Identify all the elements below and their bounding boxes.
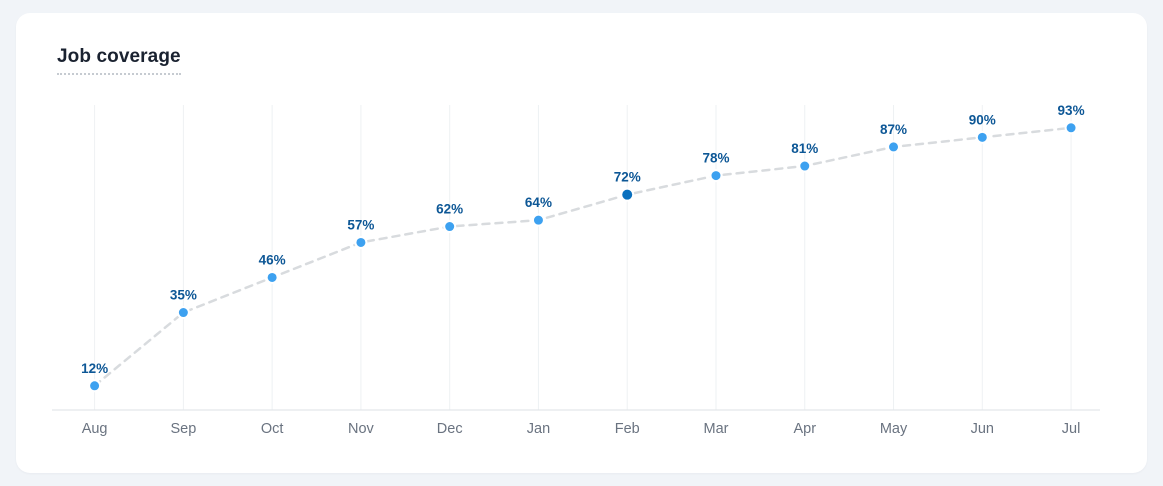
data-point-label: 57%	[347, 217, 374, 232]
x-axis-tick-mar: Mar	[703, 421, 728, 437]
data-point-dec[interactable]	[443, 220, 457, 234]
data-point-label: 72%	[614, 170, 641, 185]
data-point-may[interactable]	[887, 140, 901, 154]
data-point-label: 46%	[259, 252, 286, 267]
data-point-oct[interactable]	[265, 270, 279, 284]
data-point-label: 12%	[81, 361, 108, 376]
data-point-aug[interactable]	[88, 379, 102, 393]
data-point-label: 64%	[525, 195, 552, 210]
x-axis-tick-sep: Sep	[170, 421, 196, 437]
data-point-label: 90%	[969, 112, 996, 127]
x-axis-tick-jan: Jan	[527, 421, 550, 437]
data-point-nov[interactable]	[354, 235, 368, 249]
data-point-label: 62%	[436, 202, 463, 217]
chart-canvas: 12% Aug 35% Sep 46% Oct 57% Nov 62% Dec 64% Jan 72% F…	[52, 103, 1100, 437]
x-axis-tick-oct: Oct	[261, 421, 284, 437]
trend-line	[93, 126, 1073, 388]
x-axis-tick-jul: Jul	[1062, 421, 1081, 437]
data-point-sep[interactable]	[176, 306, 190, 320]
x-axis-tick-nov: Nov	[348, 421, 375, 437]
job-coverage-chart: 12% Aug 35% Sep 46% Oct 57% Nov 62% Dec 64% Jan 72% F…	[16, 93, 1147, 453]
x-axis-tick-jun: Jun	[971, 421, 994, 437]
data-point-label: 93%	[1058, 103, 1085, 118]
data-point-label: 35%	[170, 288, 197, 303]
data-point-jun[interactable]	[975, 130, 989, 144]
x-axis-tick-may: May	[880, 421, 908, 437]
data-point-label: 78%	[702, 151, 729, 166]
data-point-label: 87%	[880, 122, 907, 137]
x-axis-tick-feb: Feb	[615, 421, 640, 437]
x-axis-tick-dec: Dec	[437, 421, 463, 437]
data-point-jul[interactable]	[1064, 121, 1078, 135]
data-point-mar[interactable]	[709, 169, 723, 183]
data-point-jan[interactable]	[531, 213, 545, 227]
data-point-label: 81%	[791, 141, 818, 156]
data-point-apr[interactable]	[798, 159, 812, 173]
x-axis-tick-aug: Aug	[82, 421, 108, 437]
page-title: Job coverage	[57, 46, 181, 75]
job-coverage-card: Job coverage 12% Aug 35% Sep 46% Oct 57% Nov 62%…	[16, 13, 1147, 473]
data-point-feb[interactable]	[620, 187, 635, 202]
x-axis-tick-apr: Apr	[793, 421, 816, 437]
